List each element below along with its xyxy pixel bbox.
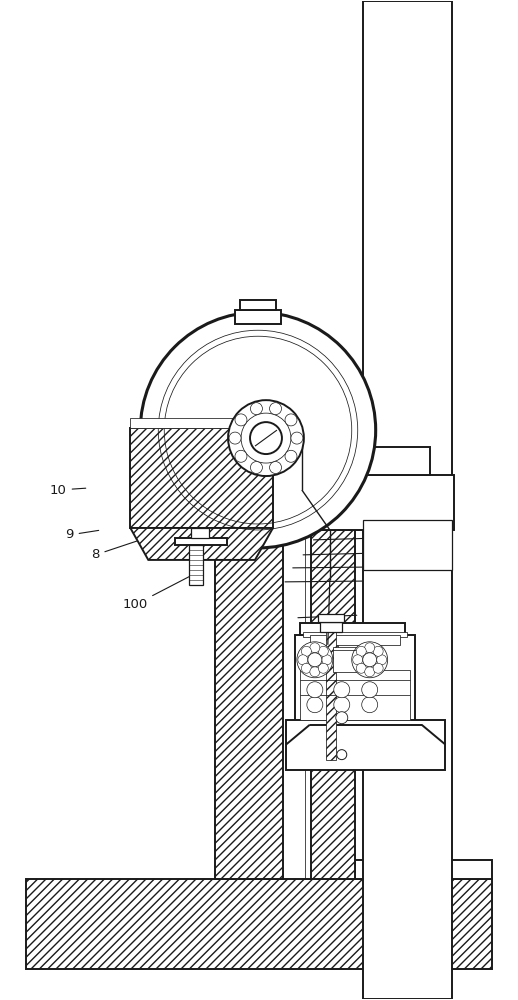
Circle shape (310, 667, 320, 677)
Circle shape (301, 663, 311, 673)
Circle shape (250, 462, 263, 474)
Circle shape (334, 682, 350, 698)
Circle shape (291, 432, 303, 444)
Circle shape (307, 682, 323, 698)
Circle shape (337, 750, 347, 760)
Circle shape (356, 646, 366, 656)
Bar (355, 447, 429, 475)
Circle shape (285, 450, 297, 462)
Circle shape (319, 646, 328, 656)
Circle shape (228, 400, 304, 476)
Circle shape (373, 646, 383, 656)
Circle shape (362, 697, 378, 713)
Circle shape (269, 462, 281, 474)
Text: Z: Z (303, 546, 387, 559)
Bar (363, 1, 453, 999)
Bar (25, 879, 493, 969)
Text: 7: 7 (298, 608, 371, 621)
Bar (189, 545, 203, 585)
Bar (320, 622, 342, 632)
Text: 9: 9 (65, 528, 99, 541)
Bar (240, 300, 276, 310)
Circle shape (365, 667, 375, 677)
Circle shape (229, 432, 241, 444)
Circle shape (362, 682, 378, 698)
Circle shape (140, 312, 376, 548)
Circle shape (301, 646, 311, 656)
Bar (333, 647, 370, 672)
Text: 100: 100 (122, 571, 200, 611)
Bar (300, 670, 410, 720)
Bar (303, 632, 407, 637)
Circle shape (235, 450, 247, 462)
Bar (235, 310, 281, 324)
Circle shape (373, 663, 383, 673)
Circle shape (336, 712, 348, 724)
Circle shape (319, 663, 328, 673)
Text: 11: 11 (313, 531, 390, 544)
Bar (300, 475, 454, 530)
Text: T: T (293, 560, 386, 573)
Bar (355, 859, 493, 879)
Bar (131, 428, 273, 528)
Circle shape (307, 697, 323, 713)
Circle shape (353, 655, 363, 665)
Bar (300, 623, 405, 635)
Bar (363, 520, 453, 570)
Circle shape (297, 642, 333, 678)
Bar (326, 630, 336, 760)
Bar (175, 538, 227, 545)
Bar (305, 530, 363, 879)
Circle shape (235, 414, 247, 426)
Circle shape (334, 697, 350, 713)
Circle shape (322, 655, 332, 665)
Bar (318, 614, 344, 622)
Bar (310, 635, 399, 645)
Bar (322, 632, 338, 650)
Bar (131, 418, 273, 428)
Circle shape (308, 653, 322, 667)
Text: Z: Z (285, 574, 387, 587)
Circle shape (150, 322, 366, 538)
Text: 10: 10 (50, 484, 86, 497)
Circle shape (298, 655, 308, 665)
Bar (215, 540, 283, 879)
Circle shape (310, 643, 320, 653)
Circle shape (365, 643, 375, 653)
Text: 8: 8 (91, 541, 138, 561)
Bar (191, 528, 209, 538)
Circle shape (269, 403, 281, 415)
Bar (311, 530, 355, 879)
Bar (286, 720, 445, 770)
Polygon shape (131, 528, 273, 560)
Circle shape (285, 414, 297, 426)
Circle shape (363, 653, 377, 667)
Circle shape (250, 422, 282, 454)
Circle shape (352, 642, 387, 678)
Bar (295, 635, 414, 725)
Circle shape (377, 655, 386, 665)
Circle shape (250, 403, 263, 415)
Circle shape (356, 663, 366, 673)
